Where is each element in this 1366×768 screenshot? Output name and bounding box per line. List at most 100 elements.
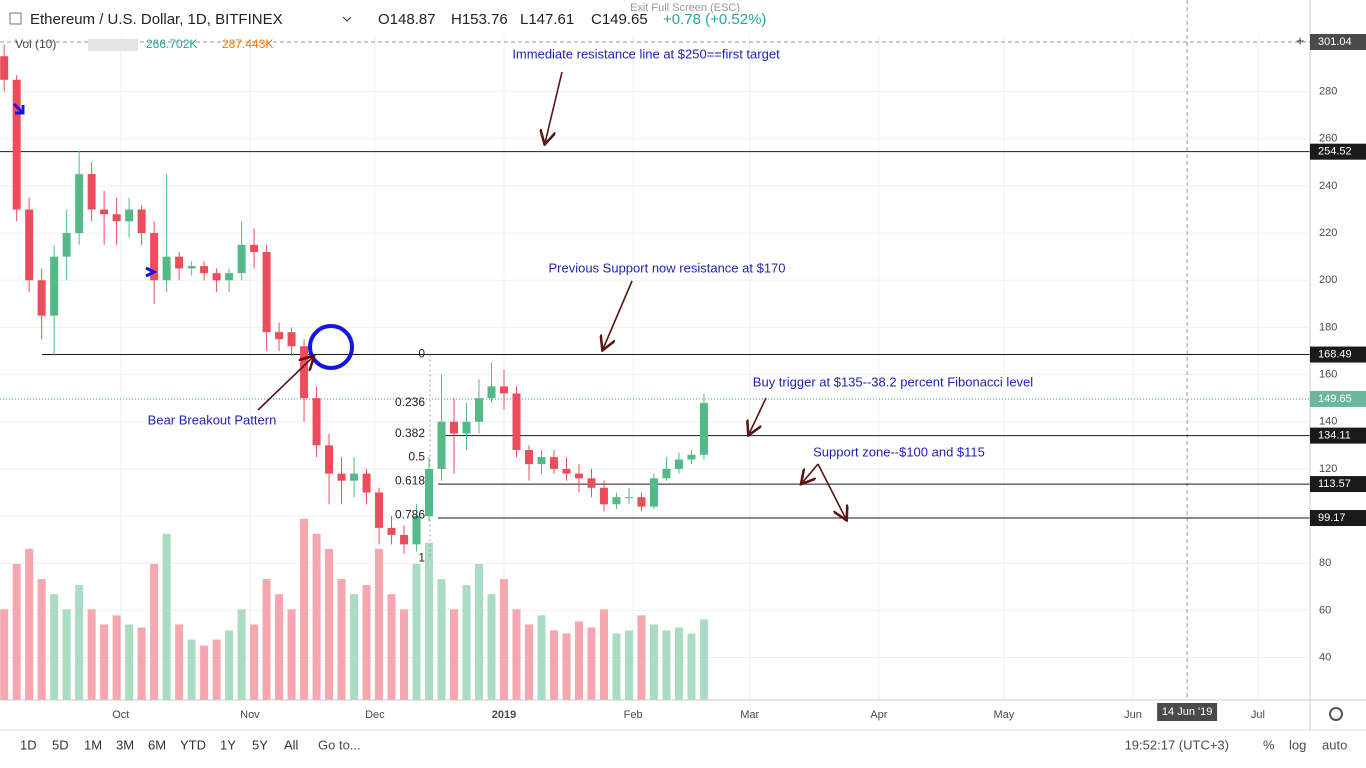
range-button[interactable]: 1M: [84, 737, 102, 752]
volume-bar: [400, 609, 409, 700]
volume-ma-value: 287.443K: [222, 37, 273, 51]
candle-body: [237, 244, 246, 274]
candle-body: [37, 280, 46, 316]
range-button[interactable]: 3M: [116, 737, 134, 752]
range-button[interactable]: 1D: [20, 737, 37, 752]
candle-body: [375, 492, 384, 528]
volume-bar: [487, 594, 496, 700]
annotation-arrow: [545, 71, 563, 143]
volume-bar: [649, 624, 658, 700]
auto-toggle[interactable]: auto: [1322, 737, 1347, 752]
volume-bar: [62, 609, 71, 700]
volume-bar: [425, 542, 434, 700]
volume-bar: [250, 624, 259, 700]
volume-bar: [287, 609, 296, 700]
candle-body: [687, 454, 696, 460]
y-tick-label: 160: [1319, 368, 1337, 380]
fib-label: 0.236: [395, 395, 425, 409]
y-tick-label: 240: [1319, 180, 1337, 192]
candle-body: [312, 398, 321, 446]
study-controls[interactable]: [88, 39, 138, 51]
ohlc-close: C149.65: [591, 11, 648, 28]
range-button[interactable]: 5Y: [252, 737, 268, 752]
volume-bar: [450, 609, 459, 700]
overlay-layer: 0 0.236 0.382 0.5 0.618 0.786 1 Immediate resis…: [148, 46, 1034, 564]
volume-bar: [612, 633, 621, 700]
volume-bar: [312, 533, 321, 700]
percent-toggle[interactable]: %: [1263, 737, 1275, 752]
candle-body: [112, 214, 121, 222]
volume-bar: [162, 533, 171, 700]
log-toggle[interactable]: log: [1289, 737, 1306, 752]
level-label: 254.52: [1318, 146, 1352, 158]
volume-study[interactable]: Vol (10): [15, 37, 56, 51]
volume-bar: [412, 563, 421, 700]
y-tick-label: 220: [1319, 227, 1337, 239]
candle-body: [125, 209, 134, 222]
fib-label: 1: [418, 551, 425, 565]
candle-body: [425, 468, 434, 517]
crosshair-price-box: [1310, 33, 1366, 50]
level-label-box: [1310, 476, 1366, 493]
volume-bar: [662, 630, 671, 700]
candle-body: [162, 256, 171, 281]
y-tick-label: 200: [1319, 274, 1337, 286]
volume-bar: [637, 615, 646, 700]
candle-body: [350, 473, 359, 481]
range-button[interactable]: 6M: [148, 737, 166, 752]
last-price-box: [1310, 390, 1366, 407]
candle-body: [674, 459, 683, 469]
range-button[interactable]: 1Y: [220, 737, 236, 752]
volume-bar: [187, 639, 196, 700]
volume-bar: [500, 579, 509, 700]
goto[interactable]: Go to...: [318, 737, 361, 752]
annotation-arrow: [817, 463, 846, 519]
level-label-box: [1310, 427, 1366, 444]
volume-bar: [350, 594, 359, 700]
y-tick-label: 280: [1319, 86, 1337, 98]
y-tick-label: 80: [1319, 557, 1331, 569]
crosshair-date-box: [1157, 703, 1218, 721]
candle-body: [362, 473, 371, 493]
y-tick-label: 40: [1319, 651, 1331, 663]
candle-body: [662, 468, 671, 479]
candle-body: [549, 457, 558, 469]
volume-bar: [137, 627, 146, 700]
x-tick-label: Oct: [112, 709, 129, 721]
candle-body: [587, 478, 596, 488]
level-label-box: [1310, 346, 1366, 363]
x-tick-label: Jun: [1124, 709, 1142, 721]
dropdown-icon: [342, 16, 352, 22]
menu-icon[interactable]: [9, 12, 22, 25]
x-tick-label: Jul: [1251, 709, 1265, 721]
symbol[interactable]: Ethereum / U.S. Dollar, 1D, BITFINEX: [30, 11, 283, 28]
candle-body: [25, 209, 34, 281]
candle-body: [225, 273, 234, 281]
range-button[interactable]: All: [284, 737, 299, 752]
ohlc-low: L147.61: [520, 11, 574, 28]
volume-bar: [200, 645, 209, 700]
settings-icon[interactable]: [1329, 707, 1343, 721]
volume-bar: [362, 585, 371, 700]
marker-arrow: [12, 102, 25, 115]
fib-label: 0.786: [395, 507, 425, 521]
volume-bar: [587, 627, 596, 700]
volume-bar: [125, 624, 134, 700]
range-button[interactable]: 5D: [52, 737, 69, 752]
exit-fullscreen[interactable]: Exit Full Screen (ESC): [630, 2, 740, 14]
volume-bar: [275, 594, 284, 700]
level-label: 134.11: [1318, 430, 1351, 442]
candle-body: [637, 497, 646, 507]
volume-bar: [475, 563, 484, 700]
annotation: Bear Breakout Pattern: [148, 412, 277, 427]
volume-bar: [150, 563, 159, 700]
volume-bar: [212, 639, 221, 700]
annotation: Immediate resistance line at $250==first…: [512, 46, 780, 61]
range-button[interactable]: YTD: [180, 737, 206, 752]
candle-body: [50, 256, 59, 316]
x-tick-label: Apr: [870, 709, 887, 721]
crosshair-price-label: 301.04: [1318, 36, 1352, 48]
level-label-box: [1310, 510, 1366, 527]
volume-value: 266.702K: [146, 37, 197, 51]
